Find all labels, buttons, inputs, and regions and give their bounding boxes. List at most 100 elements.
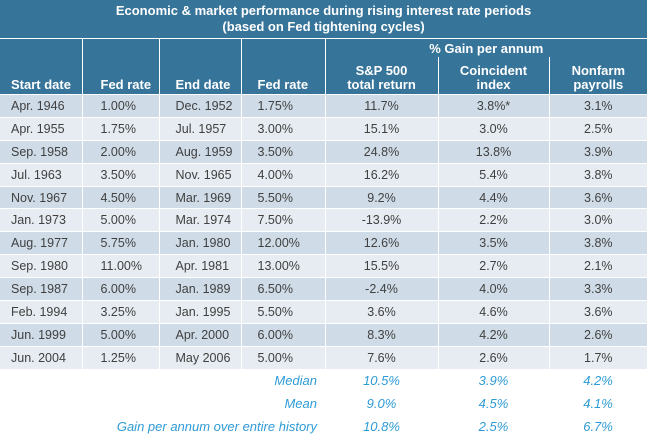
summary-label: Gain per annum over entire history xyxy=(0,414,325,438)
table-cell: 5.00% xyxy=(240,345,325,369)
table-cell: Apr. 2000 xyxy=(158,322,241,347)
table-cell: Mar. 1969 xyxy=(158,185,241,209)
table-row: Apr. 1946 1.00% Dec. 1952 1.75% 11.7% 3.8%* 3.… xyxy=(0,94,648,118)
table-row: Sep. 1987 6.00% Jan. 1989 6.50% -2.4% 4.0% 3.3… xyxy=(0,277,648,301)
table-cell: 2.7% xyxy=(437,254,549,278)
table-cell: 4.00% xyxy=(240,162,325,187)
table-cell: 4.6% xyxy=(437,300,549,324)
table-cell: 3.50% xyxy=(81,162,159,187)
table-cell: 2.2% xyxy=(437,208,549,232)
table-cell: Aug. 1977 xyxy=(0,231,82,255)
summary-value: 4.5% xyxy=(438,391,549,415)
table-cell: Jun. 2004 xyxy=(0,345,82,369)
column-header-nonfarm-payrolls-header: Nonfarm payrolls xyxy=(548,57,648,95)
table-cell: 5.4% xyxy=(437,162,549,187)
summary-value: 6.7% xyxy=(549,414,648,438)
table-cell: Jun. 1999 xyxy=(0,322,82,347)
table-cell: 2.6% xyxy=(437,345,549,369)
table-cell: Nov. 1965 xyxy=(158,162,241,187)
table-cell: Nov. 1967 xyxy=(0,185,82,209)
summary-label: Median xyxy=(0,368,325,392)
table-cell: 13.8% xyxy=(437,139,549,164)
table-cell: 3.6% xyxy=(548,185,648,209)
table-cell: 7.6% xyxy=(324,345,438,369)
summary-label: Mean xyxy=(0,391,325,415)
table-cell: -13.9% xyxy=(324,208,438,232)
table-cell: 3.8%* xyxy=(437,94,549,118)
table-cell: 6.00% xyxy=(81,277,159,301)
table-cell: Jan. 1989 xyxy=(158,277,241,301)
table-cell: 4.2% xyxy=(437,322,549,347)
table-cell: 4.50% xyxy=(81,185,159,209)
table-cell: Jul. 1963 xyxy=(0,162,82,187)
summary-value: 10.8% xyxy=(325,414,438,438)
table-cell: 1.75% xyxy=(240,94,325,118)
table-row: Jun. 1999 5.00% Apr. 2000 6.00% 8.3% 4.2% 2.6% xyxy=(0,322,648,347)
summary-value: 4.2% xyxy=(549,368,648,392)
table-cell: 9.2% xyxy=(324,185,438,209)
header-spacer xyxy=(158,38,241,57)
table-cell: Apr. 1955 xyxy=(0,116,82,141)
summary-value: 9.0% xyxy=(325,391,438,415)
table-cell: 1.7% xyxy=(548,345,648,369)
table-cell: 3.1% xyxy=(548,94,648,118)
header-spacer xyxy=(81,38,159,57)
table-cell: 4.0% xyxy=(437,277,549,301)
table-cell: Sep. 1980 xyxy=(0,254,82,278)
table-cell: 12.00% xyxy=(240,231,325,255)
table-cell: 2.00% xyxy=(81,139,159,164)
summary-value: 2.5% xyxy=(438,414,549,438)
table-cell: 2.5% xyxy=(548,116,648,141)
table-cell: 3.8% xyxy=(548,162,648,187)
column-header-end-date-header: End date xyxy=(158,57,241,95)
table-cell: Dec. 1952 xyxy=(158,94,241,118)
table-row: Nov. 1967 4.50% Mar. 1969 5.50% 9.2% 4.4% 3.6% xyxy=(0,185,648,209)
table-cell: Sep. 1987 xyxy=(0,277,82,301)
table-cell: Mar. 1974 xyxy=(158,208,241,232)
table-cell: 16.2% xyxy=(324,162,438,187)
table-cell: 8.3% xyxy=(324,322,438,347)
summary-value: 3.9% xyxy=(438,368,549,392)
table-cell: 11.00% xyxy=(81,254,159,278)
summary-row: Gain per annum over entire history 10.8% 2… xyxy=(0,414,648,438)
column-header-fed-rate-end-header: Fed rate xyxy=(240,57,325,95)
table-cell: 3.0% xyxy=(437,116,549,141)
table-cell: 1.00% xyxy=(81,94,159,118)
header-spacer xyxy=(240,38,325,57)
table-cell: 5.50% xyxy=(240,300,325,324)
table-row: Jun. 2004 1.25% May 2006 5.00% 7.6% 2.6% 1.7% xyxy=(0,345,648,369)
table-cell: Apr. 1946 xyxy=(0,94,82,118)
table-cell: 6.50% xyxy=(240,277,325,301)
table-cell: 3.25% xyxy=(81,300,159,324)
table-row: Apr. 1955 1.75% Jul. 1957 3.00% 15.1% 3.0% 2.5… xyxy=(0,116,648,141)
table-cell: 3.5% xyxy=(437,231,549,255)
table-row: Sep. 1980 11.00% Apr. 1981 13.00% 15.5% 2.7% 2… xyxy=(0,254,648,278)
table-cell: 24.8% xyxy=(324,139,438,164)
gain-per-annum-header: % Gain per annum xyxy=(324,38,648,57)
summary-row: Median 10.5% 3.9% 4.2% xyxy=(0,368,648,392)
table-row: Aug. 1977 5.75% Jan. 1980 12.00% 12.6% 3.5% 3.… xyxy=(0,231,648,255)
column-header-coincident-index-header: Coincident index xyxy=(437,57,549,95)
table-cell: 6.00% xyxy=(240,322,325,347)
table-cell: 1.25% xyxy=(81,345,159,369)
table-title-line2: (based on Fed tightening cycles) xyxy=(222,19,425,34)
table-cell: 12.6% xyxy=(324,231,438,255)
table-cell: Sep. 1958 xyxy=(0,139,82,164)
table-cell: 3.9% xyxy=(548,139,648,164)
summary-value: 4.1% xyxy=(549,391,648,415)
column-header-fed-rate-start-header: Fed rate xyxy=(81,57,159,95)
table-cell: Feb. 1994 xyxy=(0,300,82,324)
table-cell: 5.00% xyxy=(81,322,159,347)
table-cell: 5.50% xyxy=(240,185,325,209)
table-cell: 13.00% xyxy=(240,254,325,278)
table-cell: 3.8% xyxy=(548,231,648,255)
table-cell: Jan. 1995 xyxy=(158,300,241,324)
table-cell: May 2006 xyxy=(158,345,241,369)
table-cell: Jan. 1980 xyxy=(158,231,241,255)
summary-row: Mean 9.0% 4.5% 4.1% xyxy=(0,391,648,415)
table-cell: 3.3% xyxy=(548,277,648,301)
table-row: Feb. 1994 3.25% Jan. 1995 5.50% 3.6% 4.6% 3.6% xyxy=(0,300,648,324)
table-row: Jan. 1973 5.00% Mar. 1974 7.50% -13.9% 2.2% 3.… xyxy=(0,208,648,232)
